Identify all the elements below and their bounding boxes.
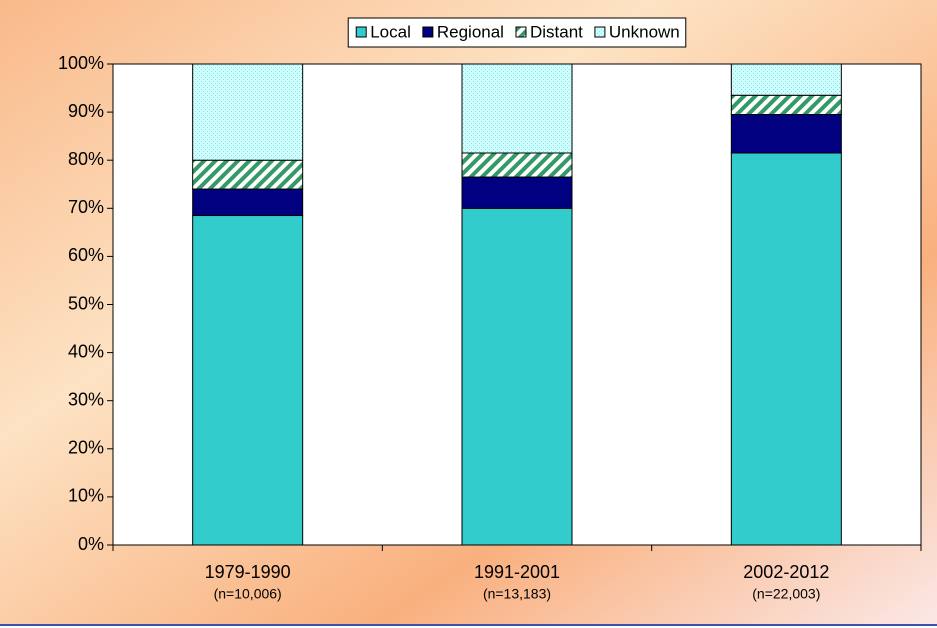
legend-swatch xyxy=(422,26,434,38)
bar-segment xyxy=(730,152,842,546)
bar-segment xyxy=(192,215,304,546)
bar-segment xyxy=(730,114,842,154)
y-tick-label: 60% xyxy=(68,245,104,265)
y-tick-label: 40% xyxy=(68,341,104,361)
legend-swatch xyxy=(355,26,367,38)
bar-segment xyxy=(461,152,573,178)
x-tick-sublabel: (n=22,003) xyxy=(752,586,820,602)
bar-segment xyxy=(461,176,573,209)
bar-segment xyxy=(192,63,304,161)
bar-segment xyxy=(461,207,573,546)
x-tick-sublabel: (n=10,006) xyxy=(214,586,282,602)
x-tick-sublabel: (n=13,183) xyxy=(483,586,551,602)
bar-segment xyxy=(730,94,842,116)
y-tick-label: 20% xyxy=(68,438,104,458)
y-tick-label: 50% xyxy=(68,293,104,313)
y-tick-label: 70% xyxy=(68,197,104,217)
legend-label: Local xyxy=(370,22,411,41)
x-tick-label: 2002-2012 xyxy=(743,562,829,582)
y-tick-label: 100% xyxy=(58,53,104,73)
legend-label: Unknown xyxy=(609,22,680,41)
y-tick-label: 30% xyxy=(68,389,104,409)
y-tick-label: 10% xyxy=(68,486,104,506)
y-tick-label: 90% xyxy=(68,101,104,121)
bar-segment xyxy=(730,63,842,96)
x-tick-label: 1979-1990 xyxy=(205,562,291,582)
legend-swatch xyxy=(515,26,527,38)
legend: Local Regional Distant Unknown xyxy=(347,17,687,48)
legend-swatch xyxy=(594,26,606,38)
bar-segment xyxy=(192,188,304,217)
bar-segment xyxy=(461,63,573,154)
x-tick-label: 1991-2001 xyxy=(474,562,560,582)
y-tick-label: 80% xyxy=(68,149,104,169)
bar-segment xyxy=(192,159,304,190)
y-tick-label: 0% xyxy=(78,534,104,554)
legend-label: Distant xyxy=(530,22,583,41)
legend-label: Regional xyxy=(437,22,504,41)
